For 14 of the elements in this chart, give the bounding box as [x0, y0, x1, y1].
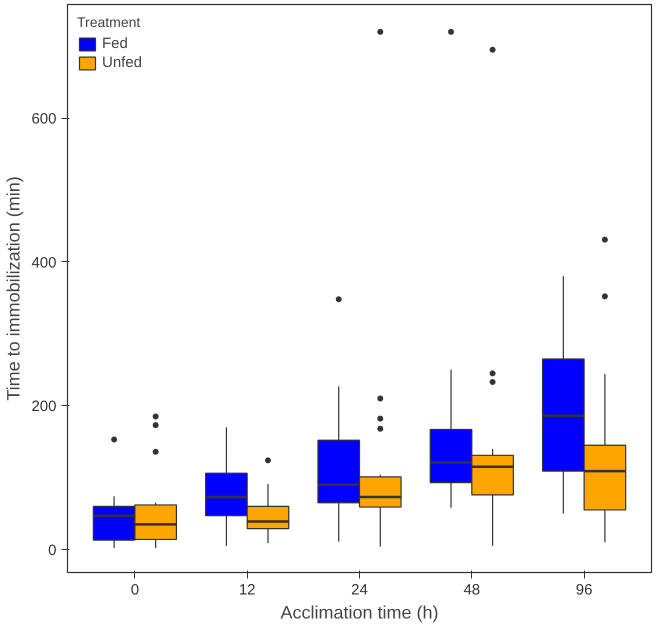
legend-label: Unfed [102, 54, 142, 71]
y-tick-label: 600 [31, 110, 57, 128]
x-tick-label: 96 [576, 582, 592, 598]
x-axis-title: Acclimation time (h) [280, 602, 439, 622]
x-tick-label: 12 [238, 582, 256, 598]
y-tick-label: 0 [48, 542, 56, 559]
y-tick-label: 200 [31, 398, 57, 416]
x-tick-label: 48 [463, 582, 480, 598]
x-tick-label: 0 [130, 582, 140, 598]
legend-label: Fed [102, 35, 128, 52]
legend-title: Treatment [77, 14, 142, 30]
y-tick-label: 400 [31, 254, 57, 272]
x-tick-label: 24 [351, 582, 368, 598]
y-axis-title: Time to immobilization (min) [3, 176, 24, 401]
